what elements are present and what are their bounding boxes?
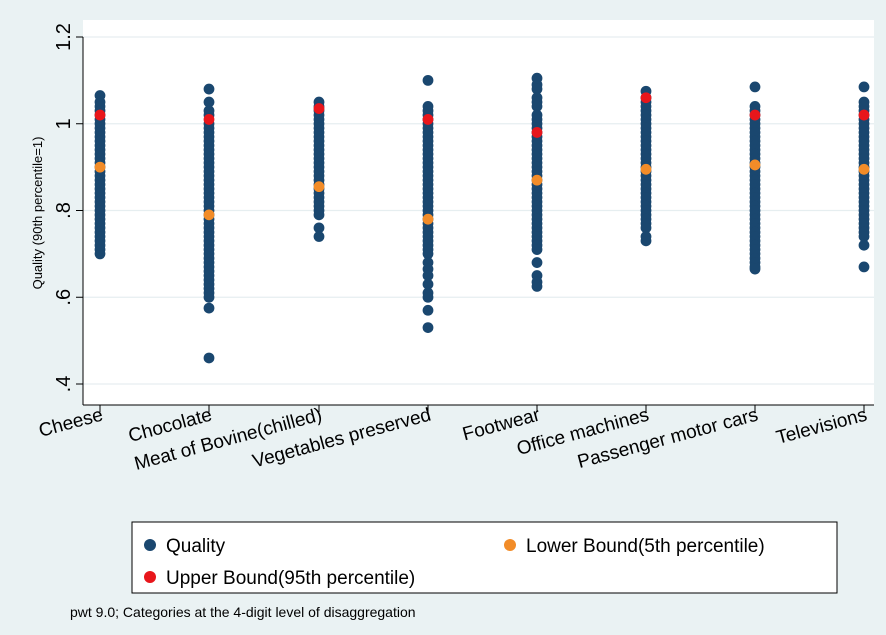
lower-bound-point <box>640 163 652 175</box>
quality-point <box>858 231 870 242</box>
quality-point <box>203 291 215 303</box>
y-axis-label: Quality (90th percentile=1) <box>30 137 45 290</box>
lower-bound-point <box>313 181 325 193</box>
quality-point <box>422 322 434 334</box>
y-tick-label: .6 <box>53 289 75 306</box>
quality-point <box>422 74 434 86</box>
quality-point <box>858 239 870 251</box>
y-tick-label: 1.2 <box>53 23 75 51</box>
points-layer <box>94 72 870 364</box>
upper-bound-point <box>640 92 652 104</box>
upper-bound-point <box>422 114 434 125</box>
quality-point <box>203 302 215 314</box>
quality-point <box>422 248 434 260</box>
chart-note: pwt 9.0; Categories at the 4-digit level… <box>70 604 416 620</box>
quality-point <box>203 96 215 108</box>
lower-bound-point <box>858 163 870 175</box>
upper-bound-point <box>94 109 106 121</box>
upper-bound-point <box>313 103 325 114</box>
quality-point <box>94 248 106 260</box>
lower-bound-point <box>94 161 106 173</box>
quality-point <box>203 352 215 364</box>
quality-point <box>531 101 543 112</box>
x-tick-label: Cheese <box>37 405 106 442</box>
legend-label: Quality <box>166 536 226 557</box>
y-tick-label: 1 <box>53 118 75 129</box>
legend-marker <box>144 539 156 551</box>
quality-point <box>422 270 434 281</box>
quality-point <box>749 81 761 93</box>
lower-bound-point <box>531 174 543 186</box>
lower-bound-point <box>422 213 434 225</box>
lower-bound-point <box>203 209 215 221</box>
plot-background <box>83 20 874 405</box>
quality-point <box>640 235 652 247</box>
quality-point <box>531 281 543 292</box>
upper-bound-point <box>749 109 761 121</box>
upper-bound-point <box>858 109 870 121</box>
quality-point <box>313 209 325 221</box>
quality-point <box>640 222 652 234</box>
x-tick-label: Televisions <box>774 405 869 449</box>
legend: Quality Lower Bound(5th percentile) Upper … <box>131 521 838 594</box>
quality-point <box>858 261 870 273</box>
y-tick-label: .8 <box>53 202 75 219</box>
quality-point <box>422 291 434 303</box>
quality-point <box>531 244 543 255</box>
legend-marker <box>504 539 516 551</box>
grid-layer <box>83 36 874 385</box>
quality-point <box>422 304 434 316</box>
legend-label: Upper Bound(95th percentile) <box>166 568 415 589</box>
quality-point <box>531 257 543 268</box>
quality-point <box>422 278 434 290</box>
quality-point <box>749 263 761 275</box>
upper-bound-point <box>531 127 543 138</box>
y-tick-label: .4 <box>53 376 75 393</box>
legend-marker <box>144 571 156 583</box>
quality-point <box>531 83 543 95</box>
legend-box <box>131 521 838 594</box>
quality-point <box>858 81 870 93</box>
quality-point <box>313 222 325 234</box>
upper-bound-point <box>203 114 215 125</box>
x-tick-label: Passenger motor cars <box>575 405 760 473</box>
lower-bound-point <box>749 159 761 171</box>
legend-label: Lower Bound(5th percentile) <box>526 536 765 557</box>
quality-point <box>203 83 215 95</box>
quality-point <box>313 231 325 242</box>
